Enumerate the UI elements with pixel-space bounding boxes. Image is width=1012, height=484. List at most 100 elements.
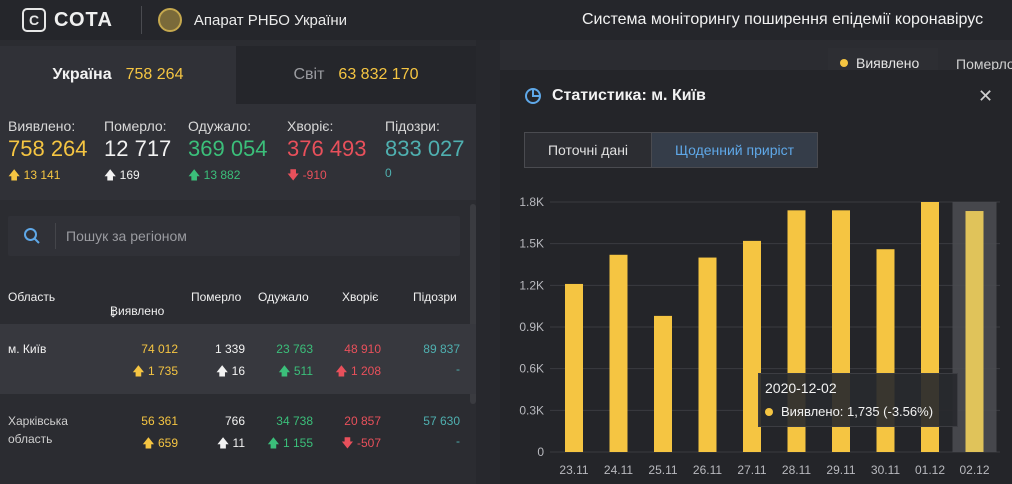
stat-title: Померло: [104, 118, 167, 134]
chart-tooltip: 2020-12-02 Виявлено: 1,735 (-3.56%) [758, 373, 958, 427]
y-tick-label: 1.8K [519, 195, 544, 209]
tooltip-value: Виявлено: 1,735 (-3.56%) [765, 404, 933, 419]
row-recovered-delta: 🡅 511 [278, 364, 313, 378]
row-suspected-delta: - [456, 434, 460, 448]
row-suspected-delta: - [456, 362, 460, 376]
col-died[interactable]: Померло [191, 290, 242, 304]
emblem-icon [157, 8, 182, 32]
stat-delta: 0 [385, 166, 392, 180]
legend-tab-died[interactable]: Померло [938, 48, 1012, 80]
row-recovered-delta: 🡅 1 155 [267, 436, 313, 450]
row-region: Харківська [8, 414, 68, 428]
row-recovered: 23 763 [276, 342, 313, 356]
y-tick-label: 0 [537, 445, 544, 459]
bar-23.11[interactable] [565, 283, 583, 452]
bar-24.11[interactable] [609, 254, 628, 452]
x-tick-label: 24.11 [604, 463, 633, 477]
row-recovered: 34 738 [276, 414, 313, 428]
arrow-down-icon: 🡇 [287, 168, 303, 182]
row-sick: 20 857 [344, 414, 381, 428]
x-tick-label: 01.12 [915, 463, 945, 477]
row-detected-delta: 🡅 1 735 [132, 364, 178, 378]
row-died: 766 [224, 414, 245, 428]
search-icon[interactable] [8, 223, 56, 249]
tooltip-date: 2020-12-02 [765, 380, 837, 396]
close-icon[interactable]: ✕ [978, 86, 994, 106]
col-recovered[interactable]: Одужало [258, 290, 309, 304]
scope-tabs: Україна 758 264 Світ 63 832 170 [0, 46, 476, 104]
row-sick-delta: 🡇 -507 [341, 436, 381, 450]
region-search [8, 216, 460, 256]
col-region[interactable]: Область [8, 290, 56, 304]
dot-icon [840, 59, 848, 67]
x-tick-label: 02.12 [959, 463, 989, 477]
table-header: Область Виявлено 🡓 Померло Одужало Хворі… [0, 276, 476, 320]
y-tick-label: 0.9K [519, 320, 544, 334]
y-tick-label: 1.2K [519, 278, 544, 292]
row-died: 1 339 [214, 342, 245, 356]
tab-ukraine[interactable]: Україна 758 264 [0, 46, 236, 104]
tab-ukraine-value: 758 264 [125, 66, 184, 83]
row-suspected: 57 630 [423, 414, 460, 428]
x-tick-label: 23.11 [559, 463, 588, 477]
tab-ukraine-label: Україна [52, 66, 112, 83]
x-tick-label: 27.11 [737, 463, 766, 477]
col-sick[interactable]: Хворіє [342, 290, 379, 304]
stat-delta: 🡅 13 141 [8, 168, 61, 182]
bar-27.11[interactable] [743, 240, 761, 452]
table-row[interactable]: Харківська область 56 361 🡅 659 766 🡅 11… [0, 396, 476, 466]
row-region-line2: область [8, 432, 53, 446]
row-detected: 74 012 [141, 342, 178, 356]
x-tick-label: 25.11 [648, 463, 677, 477]
row-suspected: 89 837 [423, 342, 460, 356]
tab-world-value: 63 832 170 [338, 66, 419, 83]
panel-header: Статистика: м. Київ [500, 70, 1012, 122]
legend-label: Померло [956, 56, 1012, 72]
scrollbar[interactable] [470, 204, 476, 404]
search-input[interactable] [66, 228, 446, 244]
stat-suspected: Підозри: 833 027 0 [385, 118, 465, 180]
bar-02.12[interactable] [965, 211, 984, 452]
logo-icon: C [22, 8, 46, 32]
row-died-delta: 🡅 11 [216, 436, 245, 450]
stat-value: 758 264 [8, 136, 88, 161]
top-bar: C СОТА Апарат РНБО України Система моніт… [0, 0, 1012, 40]
seg-current-data[interactable]: Поточні дані [524, 132, 652, 168]
system-title: Система моніторингу поширення епідемії к… [582, 11, 984, 28]
data-mode-toggle: Поточні дані Щоденний приріст [524, 132, 818, 168]
y-tick-label: 0.3K [519, 403, 544, 417]
stat-value: 376 493 [287, 136, 367, 161]
bar-25.11[interactable] [654, 315, 672, 452]
map-strip [476, 40, 500, 484]
stat-title: Хворіє: [287, 118, 334, 134]
table-row[interactable]: м. Київ 74 012 🡅 1 735 1 339 🡅 16 23 763… [0, 324, 476, 394]
row-detected-delta: 🡅 659 [142, 436, 178, 450]
legend-label: Виявлено [856, 55, 920, 71]
stat-delta: 🡅 13 882 [188, 168, 241, 182]
panel-title: Статистика: м. Київ [552, 87, 706, 104]
seg-daily-growth[interactable]: Щоденний приріст [652, 132, 818, 168]
stat-value: 12 717 [104, 136, 172, 161]
y-tick-label: 0.6K [519, 362, 544, 376]
arrow-up-icon: 🡅 [8, 168, 24, 182]
sort-down-icon: 🡓 [110, 306, 117, 320]
left-panel: Україна 758 264 Світ 63 832 170 Виявлено… [0, 40, 476, 484]
divider [140, 6, 142, 34]
stat-title: Виявлено: [8, 118, 76, 134]
stat-died: Померло: 12 717 🡅 169 [104, 118, 171, 187]
org-name: Апарат РНБО України [193, 11, 348, 29]
stat-title: Підозри: [385, 118, 440, 134]
tab-world[interactable]: Світ 63 832 170 [236, 46, 476, 104]
x-tick-label: 26.11 [693, 463, 722, 477]
x-tick-label: 29.11 [826, 463, 855, 477]
col-suspected[interactable]: Підозри [413, 290, 457, 304]
bar-26.11[interactable] [698, 257, 717, 452]
x-tick-label: 28.11 [782, 463, 811, 477]
row-sick-delta: 🡅 1 208 [335, 364, 381, 378]
pie-chart-icon [524, 87, 542, 105]
row-sick: 48 910 [344, 342, 381, 356]
stat-value: 833 027 [385, 136, 465, 161]
y-tick-label: 1.5K [519, 237, 544, 251]
logo[interactable]: C СОТА [22, 8, 113, 32]
row-died-delta: 🡅 16 [215, 364, 245, 378]
